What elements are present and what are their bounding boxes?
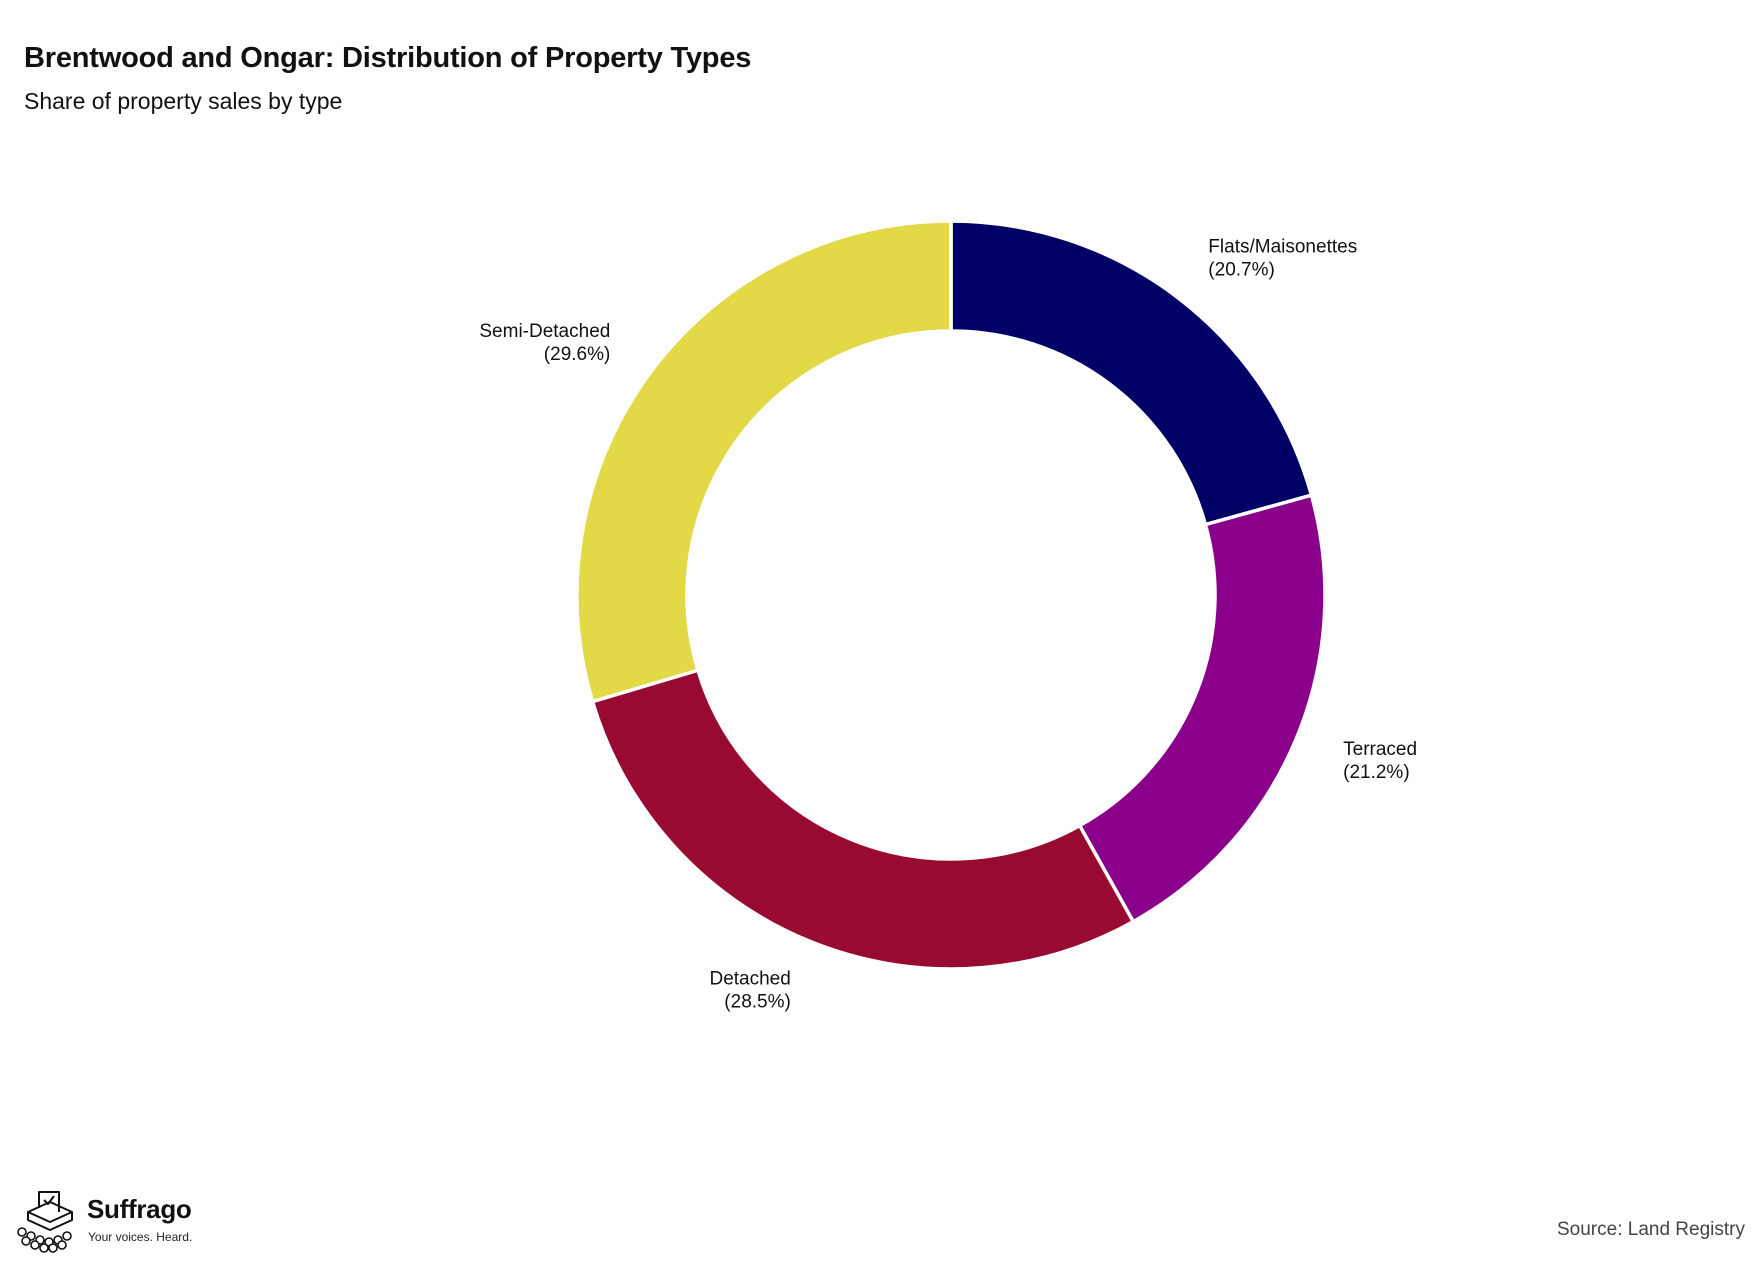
slice-label-terraced: Terraced (21.2%) <box>1343 739 1417 783</box>
slice-label-name: Flats/Maisonettes <box>1208 237 1357 258</box>
brand-name: Suffrago <box>87 1194 192 1224</box>
slice-label-value: (20.7%) <box>1208 260 1275 281</box>
slice-label-detached: Detached (28.5%) <box>709 969 790 1013</box>
slice-flats-maisonettes <box>949 219 1314 527</box>
donut-chart: Flats/Maisonettes (20.7%) Terraced (21.2%) D… <box>479 219 1417 1013</box>
slice-label-flats-maisonettes: Flats/Maisonettes (20.7%) <box>1208 237 1357 281</box>
brand-block: Suffrago Your voices. Heard. <box>14 1190 234 1254</box>
slice-detached <box>590 668 1136 971</box>
slice-label-value: (28.5%) <box>724 992 791 1013</box>
ballot-box-icon <box>17 1191 73 1253</box>
slice-label-name: Semi-Detached <box>479 321 610 342</box>
donut-labels: Flats/Maisonettes (20.7%) Terraced (21.2%) D… <box>479 237 1417 1013</box>
chart-title: Brentwood and Ongar: Distribution of Pro… <box>24 42 752 74</box>
slice-semi-detached <box>575 219 953 704</box>
slice-label-value: (29.6%) <box>544 344 611 365</box>
chart-subtitle: Share of property sales by type <box>24 88 343 114</box>
slice-label-name: Terraced <box>1343 739 1417 760</box>
slice-terraced <box>1077 493 1327 924</box>
slice-label-semi-detached: Semi-Detached (29.6%) <box>479 321 610 365</box>
donut-slices <box>575 219 1327 971</box>
slice-label-name: Detached <box>709 969 790 990</box>
source-note: Source: Land Registry <box>1557 1219 1745 1240</box>
slice-label-value: (21.2%) <box>1343 762 1410 783</box>
brand-tagline: Your voices. Heard. <box>88 1230 193 1244</box>
